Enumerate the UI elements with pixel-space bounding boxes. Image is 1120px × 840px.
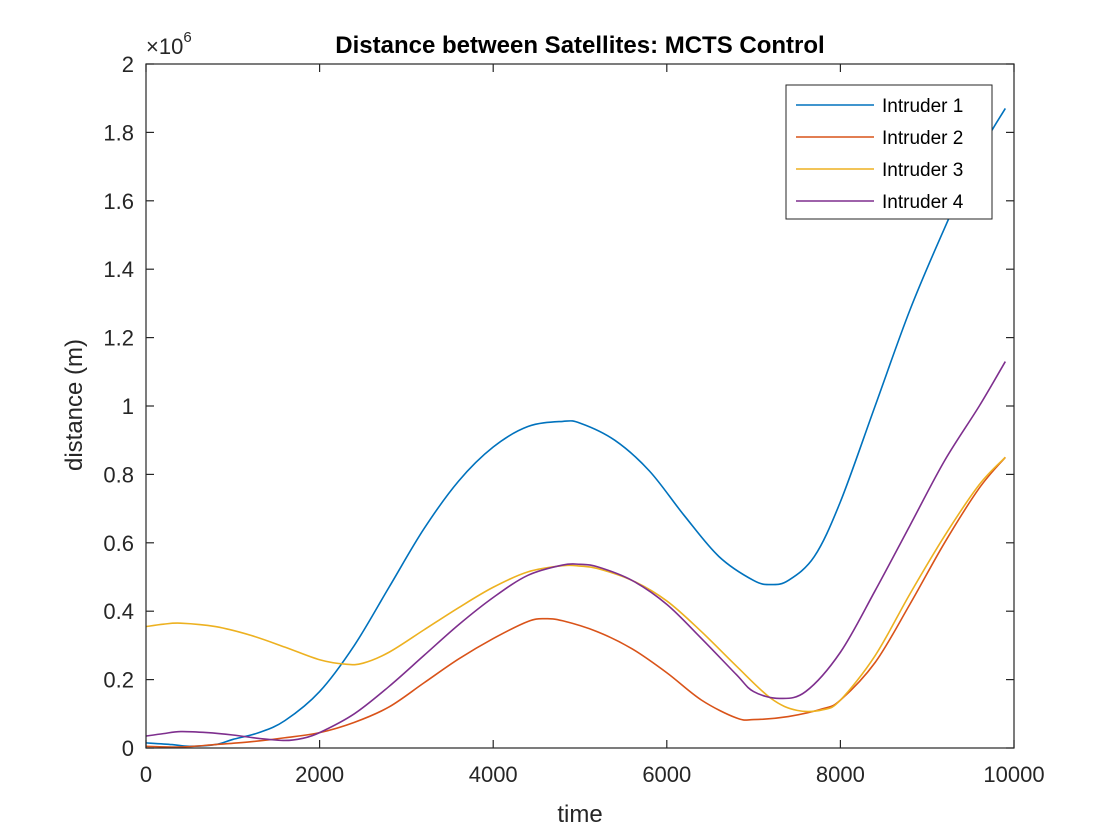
y-tick-label: 0 (122, 736, 134, 761)
ticks: 0 2000 4000 6000 8000 10000 0 0.2 0.4 0.6 0.8 1 1.2 1… (103, 52, 1044, 787)
x-tick-label: 6000 (642, 762, 691, 787)
series-line-intruder-4 (146, 361, 1007, 742)
x-tick-label: 0 (140, 762, 152, 787)
y-tick-label: 1.4 (103, 257, 134, 282)
series-line-intruder-3 (146, 456, 1006, 713)
y-axis-label: distance (m) (61, 339, 88, 471)
x-axis-label: time (557, 801, 602, 828)
series-line-intruder-1 (146, 108, 1007, 748)
y-tick-label: 1.8 (103, 120, 134, 145)
y-axis-exponent-power: 6 (183, 29, 191, 46)
chart-title: Distance between Satellites: MCTS Contro… (335, 32, 824, 59)
y-axis-exponent: ×106 (146, 29, 192, 59)
legend-box (785, 84, 993, 220)
x-tick-label: 10000 (983, 762, 1044, 787)
legend-label-intruder-4: Intruder 4 (882, 192, 964, 213)
legend-label-intruder-2: Intruder 2 (882, 128, 963, 149)
legend: Intruder 1 Intruder 2 Intruder 3 Intruder 4 (785, 84, 993, 220)
x-tick-label: 2000 (295, 762, 344, 787)
y-tick-label: 2 (122, 52, 134, 77)
y-tick-label: 0.8 (103, 462, 134, 487)
y-tick-label: 0.2 (103, 668, 134, 693)
y-axis-exponent-base: ×10 (146, 34, 183, 59)
x-tick-label: 4000 (469, 762, 518, 787)
x-tick-label: 8000 (816, 762, 865, 787)
y-tick-label: 0.4 (103, 599, 134, 624)
legend-label-intruder-3: Intruder 3 (882, 160, 963, 181)
series-lines (146, 108, 1007, 748)
legend-label-intruder-1: Intruder 1 (882, 96, 963, 117)
series-line-intruder-2 (146, 456, 1006, 748)
y-tick-label: 1 (122, 394, 134, 419)
y-tick-label: 0.6 (103, 531, 134, 556)
y-tick-label: 1.2 (103, 326, 134, 351)
y-tick-label: 1.6 (103, 189, 134, 214)
